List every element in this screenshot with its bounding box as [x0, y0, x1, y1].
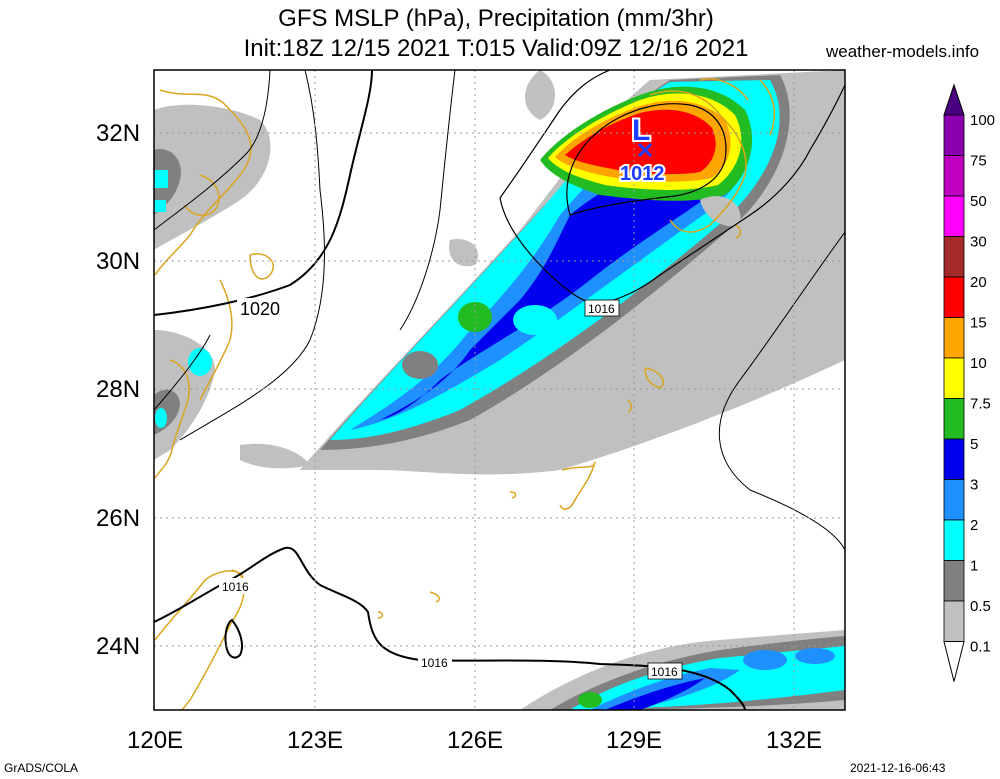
precip-scattered: [154, 70, 845, 469]
colorbar-label: 75: [970, 153, 987, 170]
site-label[interactable]: weather-models.info: [826, 42, 980, 61]
colorbar-swatch: [943, 560, 965, 602]
coastlines: [154, 78, 776, 710]
map-title-line2: Init:18Z 12/15 2021 T:015 Valid:09Z 12/1…: [243, 35, 749, 62]
lon-label-120e: 120E: [127, 727, 183, 754]
isobar-1016-low: [499, 70, 845, 306]
colorbar-swatch: [943, 357, 965, 399]
isobar-label-1016-b: 1016: [222, 580, 249, 594]
map-title-line1: GFS MSLP (hPa), Precipitation (mm/3hr): [278, 5, 714, 32]
colorbar-swatch: [943, 195, 965, 237]
map-frame: [153, 69, 846, 711]
lat-label-24n: 24N: [96, 633, 140, 660]
isobar-label-1016-d: 1016: [651, 665, 678, 679]
colorbar-swatch: [943, 479, 965, 521]
lon-label-123e: 123E: [287, 727, 343, 754]
colorbar-label: 7.5: [970, 396, 991, 413]
colorbar-label: 10: [970, 355, 987, 372]
colorbar-swatch: [943, 317, 965, 359]
low-pressure-halo: 1012: [620, 163, 665, 185]
lat-label-28n: 28N: [96, 376, 140, 403]
colorbar-label: 15: [970, 315, 987, 332]
colorbar-swatch: [943, 600, 965, 642]
colorbar-swatch: [943, 438, 965, 480]
low-pressure-value: 1012: [620, 163, 665, 185]
lat-label-32n: 32N: [96, 120, 140, 147]
lon-labels: 120E 123E 126E 129E 132E: [127, 727, 822, 754]
low-symbol: L: [632, 114, 650, 147]
colorbar-swatch: [943, 236, 965, 278]
lon-label-132e: 132E: [766, 727, 822, 754]
colorbar-label: 5: [970, 436, 978, 453]
lat-labels: 32N 30N 28N 26N 24N: [96, 120, 140, 660]
isobar-label-1020: 1020: [240, 299, 280, 319]
footer-credit: GrADS/COLA: [4, 761, 79, 775]
colorbar-swatch: [943, 114, 965, 156]
isobar-labels: 1020 1016 1016 1016 1016: [219, 298, 683, 680]
lon-label-126e: 126E: [447, 727, 503, 754]
lat-label-26n: 26N: [96, 505, 140, 532]
map-area: [154, 70, 845, 710]
colorbar-label: 50: [970, 193, 987, 210]
colorbar-bottom-arrow: [943, 641, 965, 682]
low-pressure-center: L L 1012 1012: [618, 112, 667, 187]
low-center-x-icon: [637, 142, 653, 158]
footer-timestamp: 2021-12-16-06:43: [850, 761, 946, 775]
colorbar: 100 75 50 30 20 15 10 7.5 5 3 2 1 0.5 0.1: [943, 83, 995, 682]
isobars-thin: [154, 70, 845, 551]
colorbar-label: 100: [970, 112, 995, 129]
colorbar-swatch: [943, 155, 965, 197]
lat-label-30n: 30N: [96, 248, 140, 275]
colorbar-swatch: [943, 276, 965, 318]
lon-label-129e: 129E: [606, 727, 662, 754]
colorbar-label: 3: [970, 477, 978, 494]
colorbar-label: 20: [970, 274, 987, 291]
colorbar-label: 1: [970, 558, 978, 575]
latlon-grid: [154, 70, 845, 710]
colorbar-label: 0.5: [970, 598, 991, 615]
colorbar-swatch: [943, 519, 965, 561]
isobars-bold: [154, 70, 746, 710]
precip-band-south: [520, 630, 845, 710]
colorbar-top-arrow: [943, 83, 965, 116]
isobar-label-1016-a: 1016: [588, 302, 615, 316]
colorbar-swatch: [943, 398, 965, 440]
colorbar-label: 30: [970, 234, 987, 251]
isobar-label-1016-c: 1016: [421, 656, 448, 670]
precip-band-main: [300, 70, 845, 475]
colorbar-label: 2: [970, 517, 978, 534]
colorbar-label: 0.1: [970, 639, 991, 656]
low-symbol-halo: L: [632, 114, 650, 147]
